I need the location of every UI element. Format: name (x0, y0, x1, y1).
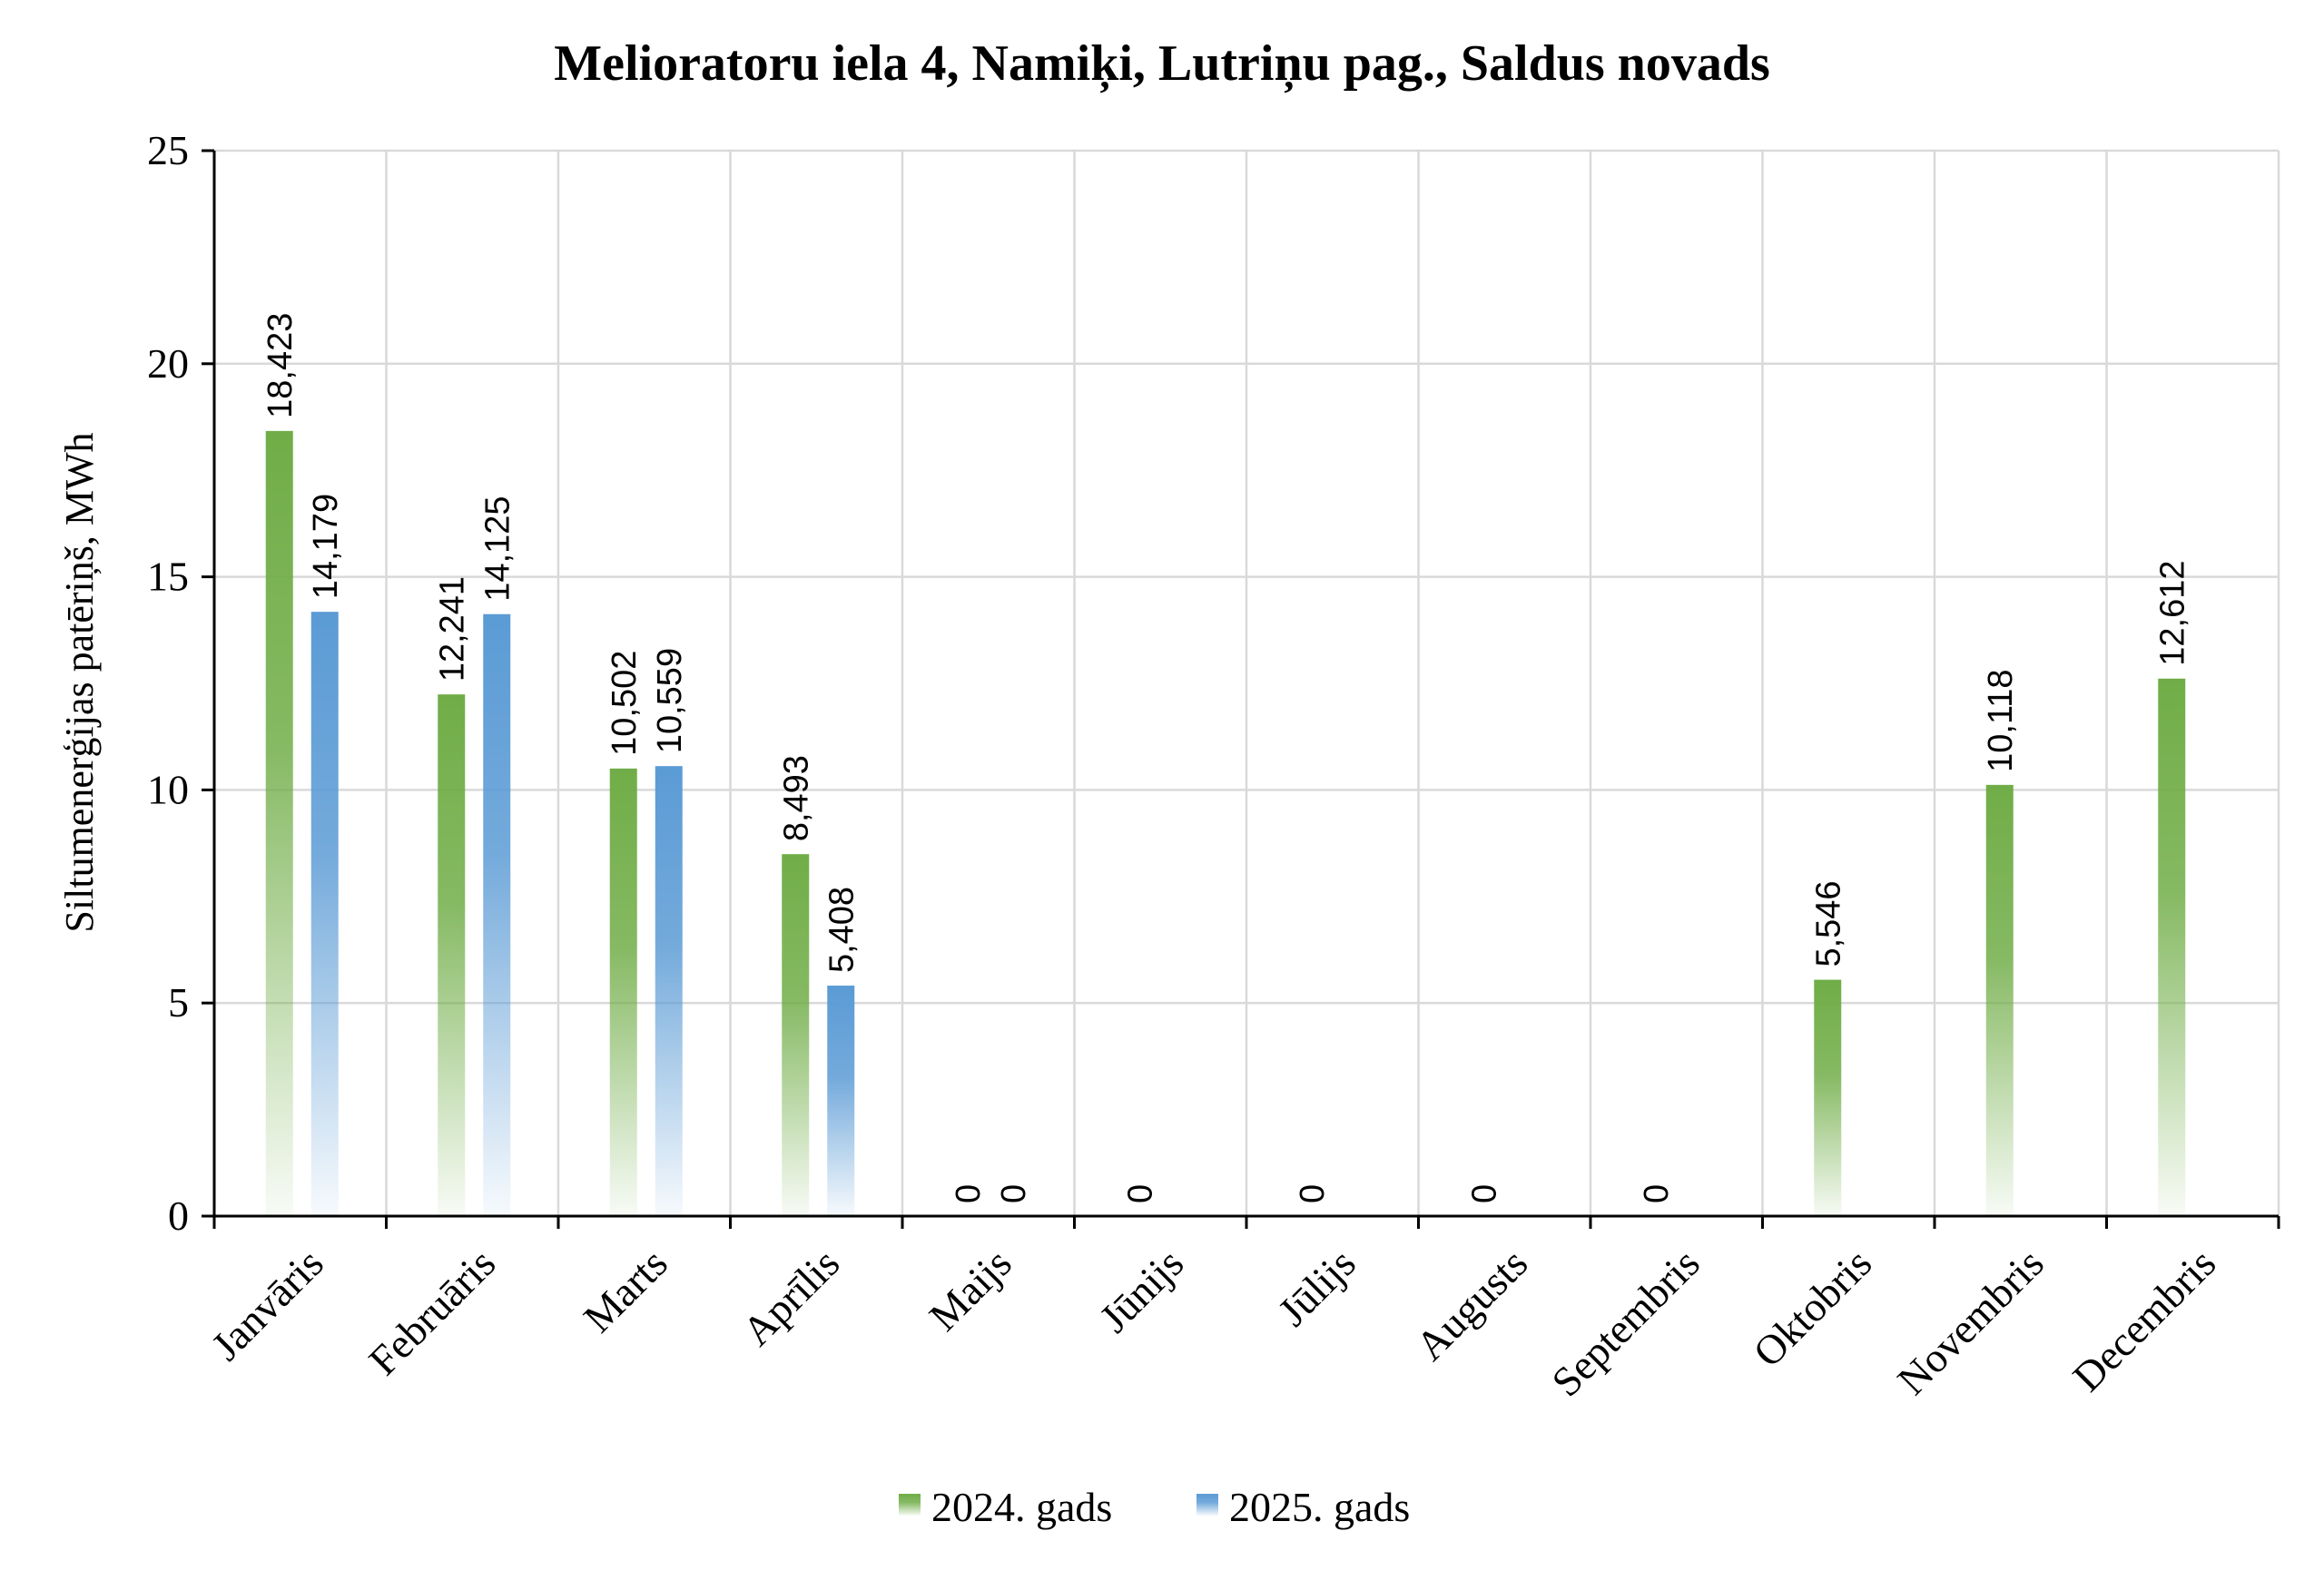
data-label: 0 (1294, 1184, 1332, 1203)
bar-2024 (782, 854, 810, 1216)
data-label: 14,179 (307, 494, 345, 599)
x-tick-label: Maijs (921, 1240, 1020, 1340)
x-tick-label: Februāris (359, 1240, 504, 1384)
bar-2025 (827, 986, 855, 1216)
chart-title: Melioratoru iela 4, Namiķi, Lutriņu pag.… (554, 35, 1770, 93)
bar-2025 (483, 613, 511, 1216)
y-tick-label: 25 (147, 127, 189, 173)
y-tick-label: 5 (168, 979, 189, 1026)
x-tick-label: Augusts (1407, 1240, 1537, 1369)
data-label: 12,241 (433, 576, 471, 682)
data-label: 10,502 (606, 651, 644, 756)
x-tick-label: Jūlijs (1269, 1240, 1364, 1335)
legend-swatch-2025 (1196, 1494, 1218, 1516)
axes-layer: 0 5 10 15 20 25 Janvāris Februāris Marts Aprīlis M… (147, 127, 2280, 1405)
bar-2024 (1985, 784, 2014, 1216)
data-label: 0 (950, 1184, 988, 1203)
x-tick-label: Jūnijs (1090, 1240, 1192, 1341)
x-tick-label: Septembris (1542, 1240, 1708, 1405)
bar-2024 (2158, 678, 2186, 1216)
data-label: 0 (1465, 1184, 1503, 1203)
data-label: 12,612 (2153, 561, 2191, 666)
data-label: 0 (995, 1184, 1033, 1203)
x-tick-label: Janvāris (202, 1240, 332, 1369)
data-label: 5,408 (822, 887, 861, 973)
data-label: 0 (1121, 1184, 1159, 1203)
legend-label: 2024. gads (931, 1484, 1112, 1530)
bar-2025 (310, 612, 339, 1216)
x-tick-label: Novembris (1888, 1240, 2053, 1404)
data-label: 10,118 (1982, 669, 2020, 771)
x-tick-label: Decembris (2063, 1240, 2224, 1400)
bar-2025 (655, 766, 683, 1216)
y-tick-label: 10 (147, 766, 189, 812)
x-tick-label: Marts (575, 1240, 676, 1341)
bar-2024 (1814, 979, 1842, 1216)
y-tick-label: 0 (168, 1192, 189, 1239)
data-label: 14,125 (478, 496, 517, 601)
x-tick-label: Aprīlis (734, 1240, 848, 1354)
legend-swatch-2024 (899, 1494, 921, 1516)
data-label: 0 (1638, 1184, 1676, 1203)
x-tick-label: Oktobris (1744, 1240, 1880, 1376)
bar-2024 (265, 430, 293, 1216)
data-label: 8,493 (777, 755, 815, 841)
data-label: 18,423 (261, 313, 300, 418)
data-label: 10,559 (651, 648, 689, 753)
data-label: 5,546 (1809, 880, 1847, 967)
y-axis-label: Siltumenerģijas patēriņš, MWh (57, 432, 102, 932)
legend: 2024. gads 2025. gads (899, 1484, 1410, 1530)
bars-layer (265, 430, 2186, 1216)
y-tick-label: 15 (147, 554, 189, 600)
y-tick-label: 20 (147, 340, 189, 387)
grid-layer (214, 149, 2280, 1216)
bar-2024 (438, 694, 466, 1216)
bar-2024 (609, 768, 637, 1216)
legend-label: 2025. gads (1229, 1484, 1410, 1530)
